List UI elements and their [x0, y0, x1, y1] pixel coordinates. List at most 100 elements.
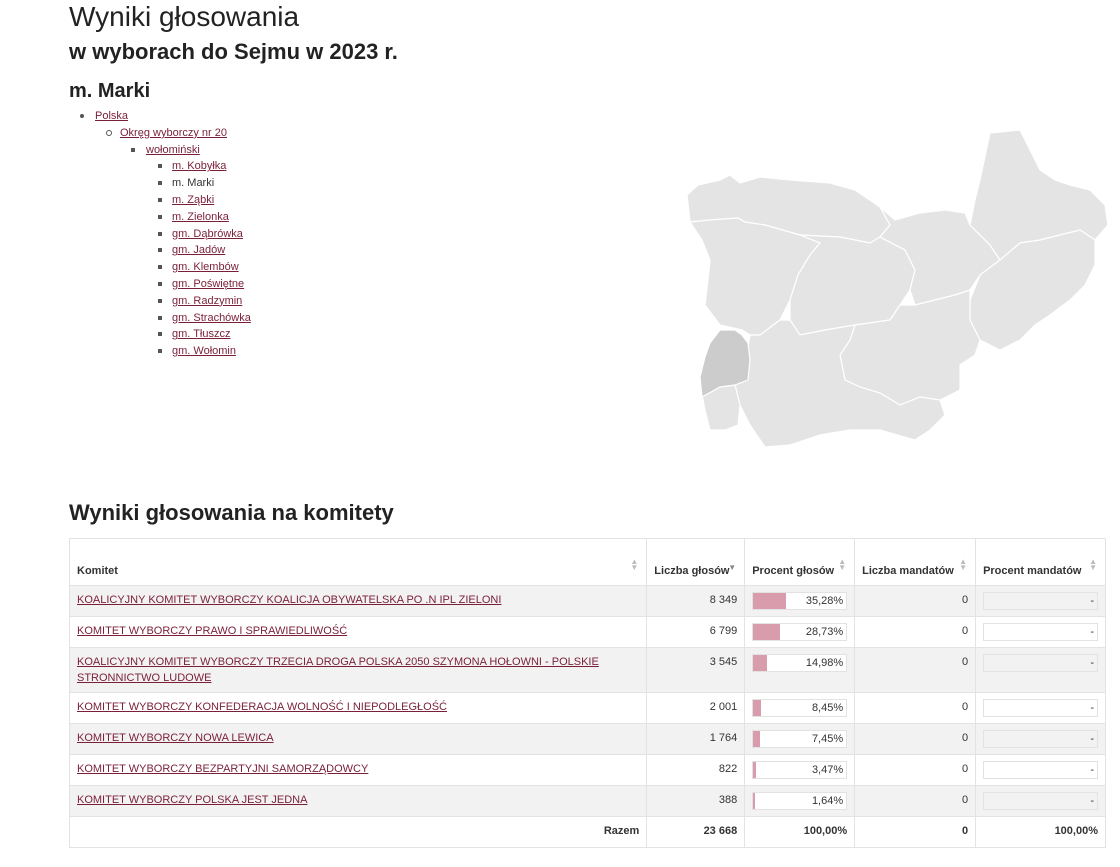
link-commune[interactable]: gm. Klembów: [172, 261, 239, 274]
tree-item-commune: gm. Poświętne: [146, 276, 251, 293]
percent-bar: 8,45%: [752, 699, 848, 717]
votes-cell: 388: [646, 785, 746, 817]
tree-item-commune: gm. Wołomin: [146, 343, 251, 360]
link-county[interactable]: wołomiński: [146, 143, 200, 156]
place-name: m. Marki: [69, 80, 151, 102]
table-row: KOMITET WYBORCZY PRAWO I SPRAWIEDLIWOŚĆ 6…: [68, 616, 1106, 648]
komitet-link[interactable]: KOMITET WYBORCZY POLSKA JEST JEDNA: [77, 794, 308, 806]
komitet-link[interactable]: KOMITET WYBORCZY KONFEDERACJA WOLNOŚĆ I …: [77, 701, 447, 713]
tree-item-county: wołomiński m. Kobyłka m. Marki m. Ząbki m. …: [120, 142, 251, 360]
seats-percent-bar: -: [983, 699, 1098, 717]
table-row: KOMITET WYBORCZY POLSKA JEST JEDNA 388 1,6…: [68, 785, 1106, 817]
map-region-marki[interactable]: [699, 329, 751, 398]
section-title: Wyniki głosowania na komitety: [69, 500, 394, 525]
seats-cell: 0: [854, 616, 977, 648]
results-table: Komitet ▲ ▼ Liczba głosów ▼ Procent głosów ▲…: [68, 538, 1106, 848]
seats-percent-value: -: [1090, 595, 1094, 607]
percent-value: 14,98%: [805, 657, 844, 669]
seats-cell: 0: [854, 754, 977, 786]
sort-icon: ▲ ▼: [959, 557, 968, 572]
percent-bar-fill: [753, 793, 755, 809]
link-commune[interactable]: m. Ząbki: [172, 193, 215, 206]
seats-percent-cell: -: [975, 692, 1106, 724]
seats-percent-bar: -: [983, 761, 1098, 779]
komitet-link[interactable]: KOMITET WYBORCZY BEZPARTYJNI SAMORZĄDOWC…: [77, 763, 369, 775]
tree-item-commune: m. Zielonka: [146, 209, 251, 226]
votes-cell: 822: [646, 754, 746, 786]
percent-cell: 3,47%: [744, 754, 856, 786]
percent-bar-fill: [753, 762, 757, 778]
seats-cell: 0: [854, 785, 977, 817]
link-commune[interactable]: gm. Jadów: [172, 244, 226, 257]
link-commune[interactable]: m. Kobyłka: [172, 160, 227, 173]
komitet-link[interactable]: KOMITET WYBORCZY NOWA LEWICA: [77, 732, 274, 744]
link-commune[interactable]: gm. Dąbrówka: [172, 227, 243, 240]
col-procent-glosow[interactable]: Procent głosów ▲ ▼: [744, 538, 856, 586]
total-row: Razem 23 668 100,00% 0 100,00%: [68, 816, 1106, 848]
percent-bar-fill: [753, 624, 780, 640]
link-commune[interactable]: gm. Poświętne: [172, 277, 245, 290]
komitet-cell: KOMITET WYBORCZY PRAWO I SPRAWIEDLIWOŚĆ: [68, 616, 648, 648]
col-komitet[interactable]: Komitet ▲ ▼: [68, 538, 648, 586]
tree-item-commune: m. Marki: [146, 175, 251, 192]
sort-icon: ▲ ▼: [630, 557, 639, 572]
table-row: KOALICYJNY KOMITET WYBORCZY TRZECIA DROG…: [68, 647, 1106, 693]
link-commune[interactable]: gm. Tłuszcz: [172, 328, 231, 341]
seats-percent-bar: -: [983, 792, 1098, 810]
percent-cell: 14,98%: [744, 647, 856, 693]
link-commune[interactable]: gm. Wołomin: [172, 345, 236, 358]
link-district[interactable]: Okręg wyborczy nr 20: [120, 126, 227, 139]
seats-cell: 0: [854, 585, 977, 617]
percent-cell: 28,73%: [744, 616, 856, 648]
komitet-cell: KOMITET WYBORCZY NOWA LEWICA: [68, 723, 648, 755]
link-commune[interactable]: gm. Strachówka: [172, 311, 251, 324]
seats-percent-cell: -: [975, 647, 1106, 693]
percent-bar-fill: [753, 655, 768, 671]
votes-cell: 3 545: [646, 647, 746, 693]
tree-item-commune: gm. Tłuszcz: [146, 326, 251, 343]
tree-item-commune: gm. Klembów: [146, 259, 251, 276]
seats-percent-value: -: [1090, 764, 1094, 776]
percent-cell: 7,45%: [744, 723, 856, 755]
col-liczba-glosow[interactable]: Liczba głosów ▼: [646, 538, 746, 586]
komitet-link[interactable]: KOALICYJNY KOMITET WYBORCZY TRZECIA DROG…: [77, 656, 599, 684]
percent-bar: 28,73%: [752, 623, 848, 641]
seats-percent-value: -: [1090, 733, 1094, 745]
results-body: KOALICYJNY KOMITET WYBORCZY KOALICJA OBY…: [68, 585, 1106, 817]
komitet-link[interactable]: KOALICYJNY KOMITET WYBORCZY KOALICJA OBY…: [77, 594, 502, 606]
link-country[interactable]: Polska: [95, 110, 129, 122]
tree-item-commune: gm. Jadów: [146, 242, 251, 259]
seats-percent-value: -: [1090, 702, 1094, 714]
total-seats: 0: [854, 816, 977, 848]
col-liczba-mandatow[interactable]: Liczba mandatów ▲ ▼: [854, 538, 977, 586]
percent-value: 7,45%: [811, 733, 844, 745]
percent-bar-fill: [753, 700, 762, 716]
percent-bar: 7,45%: [752, 730, 848, 748]
percent-value: 8,45%: [811, 702, 844, 714]
col-procent-mandatow[interactable]: Procent mandatów ▲ ▼: [975, 538, 1106, 586]
komitet-cell: KOALICYJNY KOMITET WYBORCZY KOALICJA OBY…: [68, 585, 648, 617]
link-commune[interactable]: m. Zielonka: [172, 210, 229, 223]
seats-percent-value: -: [1090, 626, 1094, 638]
table-row: KOALICYJNY KOMITET WYBORCZY KOALICJA OBY…: [68, 585, 1106, 617]
percent-value: 1,64%: [811, 795, 844, 807]
seats-cell: 0: [854, 692, 977, 724]
map-region-w[interactable]: [688, 217, 821, 336]
votes-cell: 6 799: [646, 616, 746, 648]
total-votes: 23 668: [646, 816, 746, 848]
total-label: Razem: [68, 816, 648, 848]
votes-cell: 2 001: [646, 692, 746, 724]
seats-percent-cell: -: [975, 785, 1106, 817]
commune-list: m. Kobyłka m. Marki m. Ząbki m. Zielonka gm.…: [146, 158, 251, 360]
map-region-s[interactable]: [734, 319, 946, 448]
county-map: [686, 129, 1109, 448]
tree-item-commune: gm. Radzymin: [146, 293, 251, 310]
tree-item-commune: gm. Dąbrówka: [146, 226, 251, 243]
seats-cell: 0: [854, 647, 977, 693]
table-row: KOMITET WYBORCZY BEZPARTYJNI SAMORZĄDOWC…: [68, 754, 1106, 786]
page-subtitle: w wyborach do Sejmu w 2023 r.: [69, 39, 398, 64]
komitet-link[interactable]: KOMITET WYBORCZY PRAWO I SPRAWIEDLIWOŚĆ: [77, 625, 348, 637]
votes-cell: 8 349: [646, 585, 746, 617]
seats-percent-cell: -: [975, 754, 1106, 786]
link-commune[interactable]: gm. Radzymin: [172, 294, 243, 307]
